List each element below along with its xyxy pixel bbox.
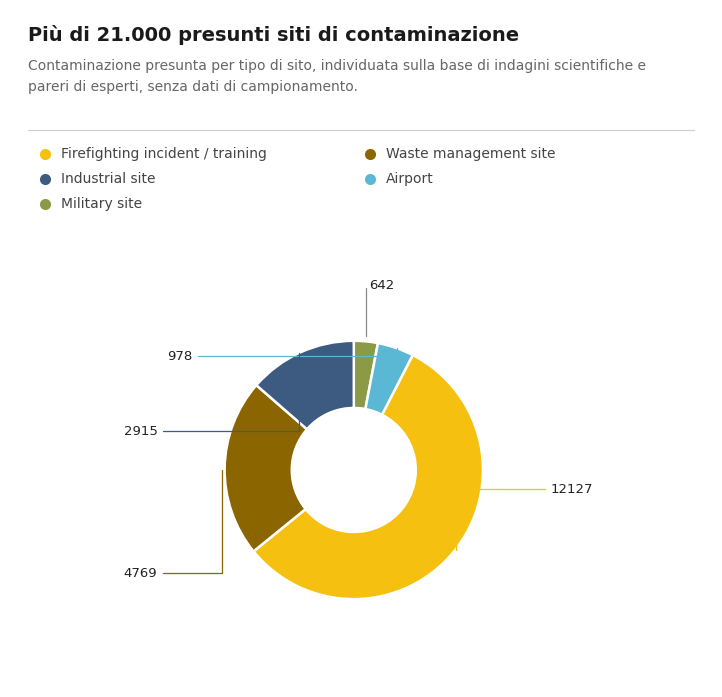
Text: Firefighting incident / training: Firefighting incident / training	[61, 147, 267, 161]
Text: 12127: 12127	[456, 483, 593, 550]
Text: 4769: 4769	[124, 470, 222, 580]
Text: Airport: Airport	[386, 172, 434, 186]
Text: Contaminazione presunta per tipo di sito, individuata sulla base di indagini sci: Contaminazione presunta per tipo di sito…	[28, 59, 646, 93]
Wedge shape	[354, 341, 378, 409]
Text: Military site: Military site	[61, 197, 142, 211]
Circle shape	[292, 408, 416, 532]
Text: Più di 21.000 presunti siti di contaminazione: Più di 21.000 presunti siti di contamina…	[28, 25, 519, 45]
Text: 642: 642	[366, 279, 395, 336]
Wedge shape	[365, 343, 413, 415]
Wedge shape	[253, 355, 483, 599]
Text: Industrial site: Industrial site	[61, 172, 155, 186]
Wedge shape	[256, 341, 354, 429]
Text: 978: 978	[167, 348, 396, 363]
Text: Waste management site: Waste management site	[386, 147, 555, 161]
Text: 2915: 2915	[123, 353, 299, 438]
Wedge shape	[225, 385, 307, 551]
